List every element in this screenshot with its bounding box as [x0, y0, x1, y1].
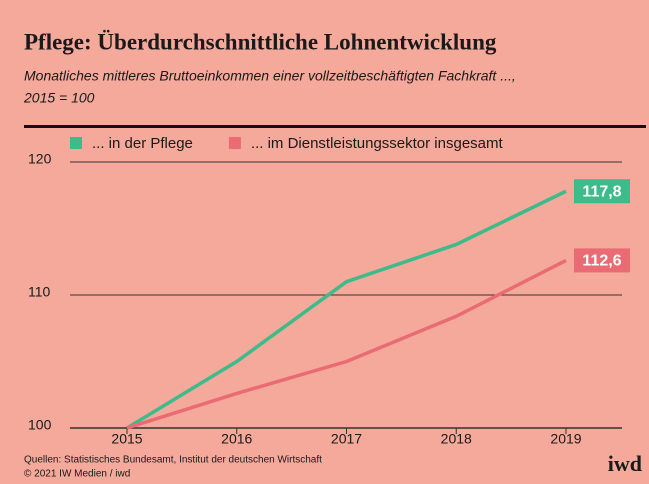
legend-label: ... im Dienstleistungssektor insgesamt: [251, 135, 504, 152]
legend-swatch: [70, 137, 82, 149]
copyright: © 2021 IW Medien / iwd: [24, 469, 130, 480]
source: Quellen: Statistisches Bundesamt, Instit…: [24, 455, 322, 466]
chart-title: Pflege: Überdurchschnittliche Lohnentwic…: [24, 29, 497, 54]
line: [126, 189, 567, 430]
header-rule: [24, 125, 646, 128]
end-label: 117,8: [582, 183, 621, 200]
logo: iwd: [608, 451, 642, 476]
end-label: 112,6: [582, 253, 621, 270]
end-label-box: [574, 248, 630, 273]
subtitle: 2015 = 100: [23, 90, 95, 106]
end-label-box: [574, 179, 630, 204]
x-tick-label: 2018: [441, 431, 472, 447]
subtitle: Monatliches mittleres Bruttoeinkommen ei…: [24, 68, 516, 84]
x-tick-label: 2016: [221, 431, 252, 447]
line: [126, 258, 567, 430]
y-tick-label: 100: [28, 417, 52, 433]
y-tick-label: 110: [28, 284, 51, 300]
legend-label: ... in der Pflege: [92, 135, 193, 152]
x-tick-label: 2015: [111, 431, 142, 447]
y-tick-label: 120: [28, 151, 52, 167]
x-tick-label: 2017: [331, 431, 362, 447]
x-tick-label: 2019: [550, 431, 581, 447]
legend-swatch: [228, 137, 241, 149]
